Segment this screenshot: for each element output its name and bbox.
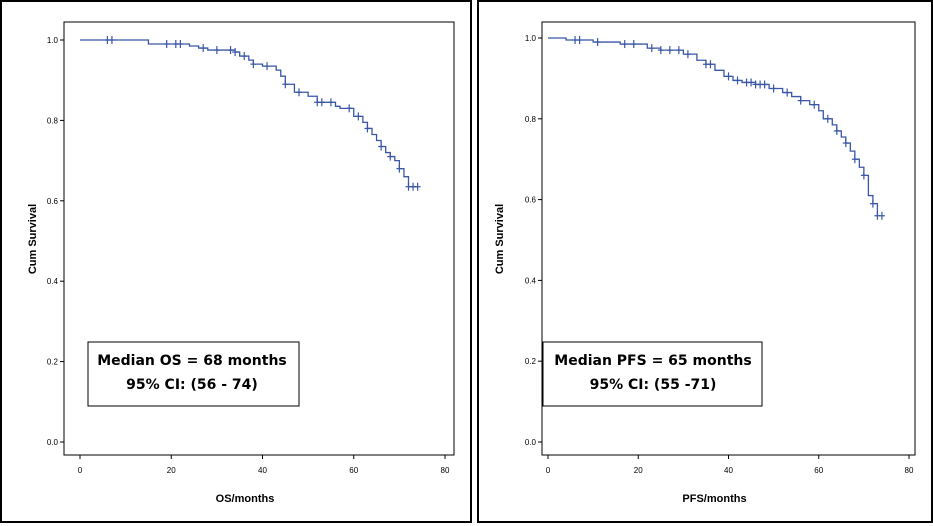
censor-mark xyxy=(282,80,289,89)
censor-mark xyxy=(707,60,714,69)
censor-mark xyxy=(675,46,682,55)
censor-mark xyxy=(346,104,353,113)
censor-mark xyxy=(621,40,628,49)
censor-mark xyxy=(770,84,777,93)
y-tick-label: 1.0 xyxy=(525,34,537,43)
x-tick-label: 20 xyxy=(167,466,176,475)
censor-mark xyxy=(108,36,115,44)
censor-mark xyxy=(657,46,664,55)
x-tick-label: 20 xyxy=(634,466,643,475)
censor-mark xyxy=(232,48,239,57)
censor-mark xyxy=(630,40,637,49)
x-axis-title: OS/months xyxy=(216,493,275,505)
censor-mark xyxy=(163,40,170,49)
censor-mark xyxy=(784,88,791,97)
censor-mark xyxy=(296,88,302,97)
ci-label: 95% CI: (56 - 74) xyxy=(126,377,258,393)
censor-mark xyxy=(824,114,831,123)
censor-mark xyxy=(387,152,394,161)
censor-mark xyxy=(748,78,755,87)
censor-mark xyxy=(177,40,184,49)
y-tick-label: 0.8 xyxy=(47,116,59,125)
median-label: Median PFS = 65 months xyxy=(554,353,751,369)
y-tick-label: 0.6 xyxy=(525,196,537,205)
x-tick-label: 60 xyxy=(814,466,823,475)
censor-mark xyxy=(833,126,840,135)
pfs-survival-chart: 0.0 0.2 0.4 0.6 0.8 1.0 0 20 40 60 80 Cum Survival P… xyxy=(494,21,916,505)
censor-mark xyxy=(318,98,325,107)
censor-mark xyxy=(811,100,818,109)
censor-mark xyxy=(396,164,403,173)
censor-mark xyxy=(364,124,371,133)
censor-mark xyxy=(761,80,768,89)
x-tick-label: 0 xyxy=(546,466,551,475)
os-chart-panel: 0.0 0.2 0.4 0.6 0.8 1.0 0 20 40 60 80 Cum Survival O… xyxy=(0,0,472,523)
y-tick-label: 0.4 xyxy=(525,276,537,285)
x-tick-label: 80 xyxy=(905,466,914,475)
median-label: Median OS = 68 months xyxy=(97,353,287,369)
censor-mark xyxy=(200,44,207,53)
os-survival-chart: 0.0 0.2 0.4 0.6 0.8 1.0 0 20 40 60 80 Cum Survival O… xyxy=(27,21,455,505)
censor-mark xyxy=(378,142,385,151)
x-axis-title: PFS/months xyxy=(682,493,746,505)
y-axis-title: Cum Survival xyxy=(27,204,39,274)
censor-mark xyxy=(666,46,673,55)
censor-mark xyxy=(684,50,691,59)
censor-mark xyxy=(797,96,804,105)
median-annotation-box xyxy=(87,341,300,407)
censor-mark xyxy=(355,112,362,121)
y-tick-label: 0.4 xyxy=(47,277,59,286)
censor-mark xyxy=(213,46,220,55)
x-tick-label: 40 xyxy=(258,466,267,475)
censor-mark xyxy=(842,139,849,148)
censor-mark xyxy=(414,182,421,191)
y-axis-title: Cum Survival xyxy=(494,204,506,274)
x-tick-label: 0 xyxy=(78,466,83,475)
censor-mark xyxy=(227,46,234,55)
x-tick-label: 40 xyxy=(724,466,733,475)
ci-label: 95% CI: (55 -71) xyxy=(590,377,717,393)
x-tick-label: 60 xyxy=(349,466,358,475)
censor-mark xyxy=(250,60,257,69)
censor-mark xyxy=(327,98,334,107)
y-tick-label: 0.8 xyxy=(525,115,537,124)
x-tick-label: 80 xyxy=(441,466,450,475)
censor-mark xyxy=(576,36,583,45)
censor-mark xyxy=(594,38,601,47)
y-tick-label: 0.2 xyxy=(525,357,537,366)
censor-mark xyxy=(241,52,248,61)
y-tick-label: 0.2 xyxy=(47,358,59,367)
censor-mark xyxy=(869,199,876,208)
survival-curve xyxy=(80,39,418,188)
censor-mark xyxy=(878,211,885,220)
censor-mark xyxy=(860,171,867,180)
pfs-chart-panel: 0.0 0.2 0.4 0.6 0.8 1.0 0 20 40 60 80 Cum Survival P… xyxy=(477,0,933,523)
median-annotation-box xyxy=(542,341,763,407)
y-tick-label: 0.0 xyxy=(525,438,537,447)
y-tick-label: 0.0 xyxy=(47,438,59,447)
y-tick-label: 0.6 xyxy=(47,197,59,206)
censor-mark xyxy=(648,44,655,53)
y-tick-label: 1.0 xyxy=(47,36,59,45)
censor-mark xyxy=(725,72,732,81)
censor-mark xyxy=(851,155,858,164)
censor-mark xyxy=(734,76,741,85)
censor-mark xyxy=(264,62,271,71)
